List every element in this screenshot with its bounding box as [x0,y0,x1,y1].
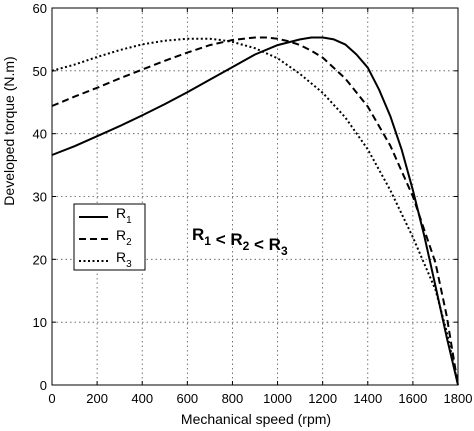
ticks: 0 200 400 600 800 1000 1200 1400 1600 1800 0 10 20 30… [33,1,473,406]
y-tick-label: 0 [40,378,47,393]
x-tick-label: 1800 [444,391,473,406]
y-tick-label: 30 [33,190,47,205]
legend-label-r1: R1 [116,205,132,226]
x-tick-label: 600 [176,391,198,406]
series-line-r1 [51,36,459,386]
curves [51,36,459,386]
legend-box [73,203,146,271]
x-tick-label: 1000 [263,391,292,406]
x-tick-label: 1200 [308,391,337,406]
x-tick-label: 1400 [353,391,382,406]
x-axis-label: Mechanical speed (rpm) [181,411,331,427]
y-axis-label: Developed torque (N.m) [1,56,17,205]
x-tick-label: 800 [222,391,244,406]
legend-label-r3: R3 [116,249,132,270]
x-tick-label: 400 [131,391,153,406]
x-tick-label: 1600 [398,391,427,406]
series-line-r2 [51,36,459,386]
y-tick-label: 50 [33,64,47,79]
legend-label-r2: R2 [116,227,132,248]
x-tick-label: 200 [86,391,108,406]
y-tick-label: 20 [33,252,47,267]
resistance-annotation: R1 < R2 < R3 [192,225,288,258]
series-line-r3 [51,37,459,386]
y-tick-label: 40 [33,127,47,142]
x-tick-label: 0 [48,391,55,406]
y-tick-label: 10 [33,315,47,330]
y-tick-label: 60 [33,1,47,16]
grid [52,8,458,385]
